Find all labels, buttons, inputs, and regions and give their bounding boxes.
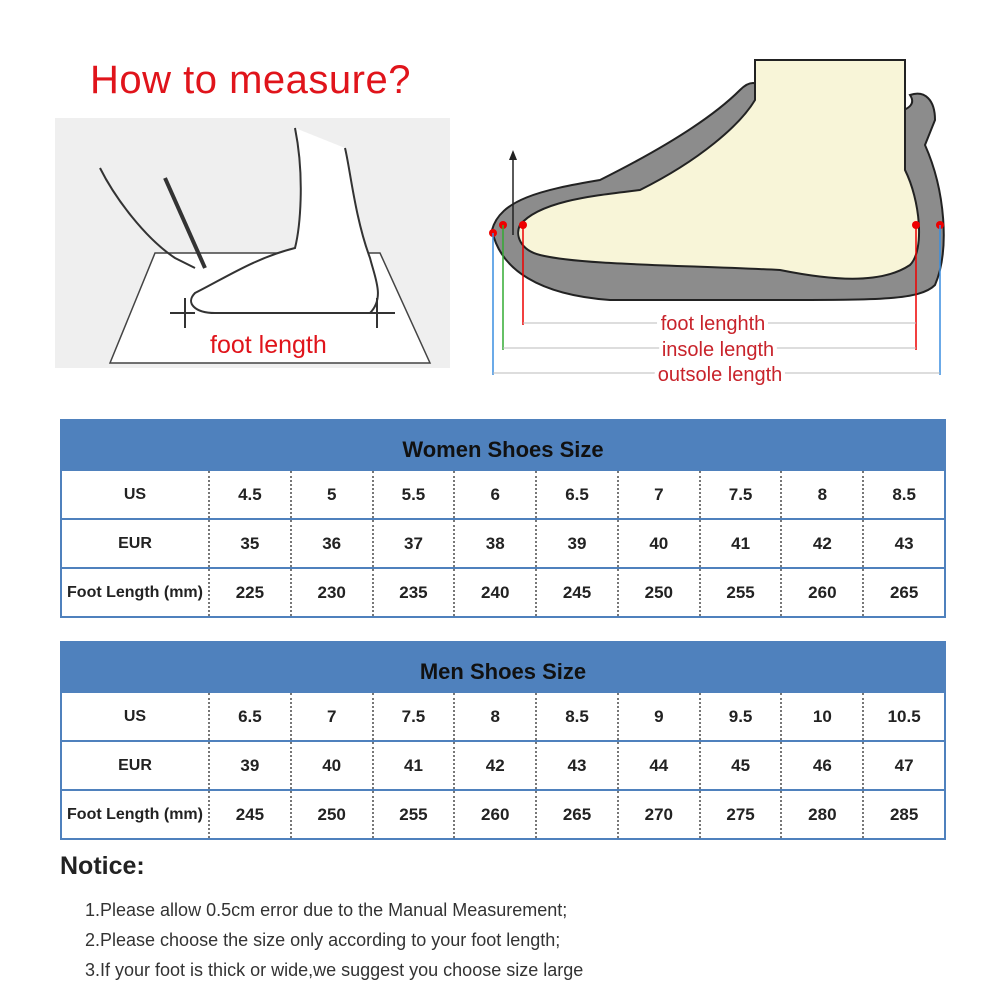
table-cell: 46 (780, 742, 862, 789)
table-cell: 8.5 (862, 471, 944, 518)
table-cell: 285 (862, 791, 944, 838)
notice-item: 3.If your foot is thick or wide,we sugge… (85, 960, 584, 980)
table-cell: 270 (616, 791, 699, 838)
table-cell: 39 (208, 742, 290, 789)
row-label: EUR (118, 534, 152, 552)
table-cell: 265 (862, 569, 944, 616)
table-row: US 6.5 7 7.5 8 8.5 9 9.5 10 10.5 (62, 691, 944, 740)
table-cell: 5 (289, 471, 372, 518)
foot-measure-illustration: foot length (55, 118, 450, 368)
notice-item: 2.Please choose the size only according … (85, 930, 561, 950)
table-cell: 43 (535, 742, 617, 789)
insole-length-label: insole length (662, 339, 774, 361)
table-cell: 7 (289, 693, 372, 740)
table-cell: 37 (371, 520, 454, 567)
row-label: US (123, 485, 147, 503)
table-cell: 45 (698, 742, 781, 789)
notice-heading: Notice: (60, 852, 145, 880)
table-cell: 6.5 (535, 471, 617, 518)
table-cell: 8 (780, 471, 862, 518)
table-cell: 7.5 (698, 471, 781, 518)
table-cell: 9.5 (698, 693, 781, 740)
table-cell: 47 (862, 742, 944, 789)
men-size-table: Men Shoes Size US 6.5 7 7.5 8 8.5 9 9.5 10 10.5 EU… (60, 641, 946, 840)
women-table-title: Women Shoes Size (62, 421, 944, 469)
table-cell: 43 (862, 520, 944, 567)
table-cell: 245 (208, 791, 290, 838)
table-cell: 245 (535, 569, 617, 616)
foot-length-label: foot lenghth (661, 313, 766, 335)
table-cell: 42 (780, 520, 862, 567)
row-label: US (123, 707, 147, 725)
table-cell: 235 (371, 569, 454, 616)
table-cell: 9 (616, 693, 699, 740)
table-row: EUR 35 36 37 38 39 40 41 42 43 (62, 518, 944, 567)
table-cell: 10.5 (862, 693, 944, 740)
table-cell: 260 (780, 569, 862, 616)
foot-length-label: foot length (210, 331, 327, 359)
table-cell: 255 (371, 791, 454, 838)
table-cell: 240 (453, 569, 535, 616)
table-row: Foot Length (mm) 225 230 235 240 245 250 255 260… (62, 567, 944, 616)
table-cell: 280 (780, 791, 862, 838)
table-cell: 35 (208, 520, 290, 567)
table-cell: 7 (616, 471, 699, 518)
table-cell: 5.5 (371, 471, 454, 518)
table-cell: 42 (453, 742, 535, 789)
table-cell: 38 (453, 520, 535, 567)
table-cell: 225 (208, 569, 290, 616)
table-cell: 260 (453, 791, 535, 838)
table-cell: 40 (289, 742, 372, 789)
table-cell: 265 (535, 791, 617, 838)
table-cell: 41 (371, 742, 454, 789)
table-cell: 36 (289, 520, 372, 567)
table-cell: 41 (698, 520, 781, 567)
table-row: US 4.5 5 5.5 6 6.5 7 7.5 8 8.5 (62, 469, 944, 518)
table-cell: 7.5 (371, 693, 454, 740)
row-label: Foot Length (mm) (67, 583, 203, 601)
table-cell: 10 (780, 693, 862, 740)
table-cell: 39 (535, 520, 617, 567)
table-cell: 40 (616, 520, 699, 567)
table-cell: 8 (453, 693, 535, 740)
table-cell: 250 (289, 791, 372, 838)
table-row: EUR 39 40 41 42 43 44 45 46 47 (62, 740, 944, 789)
table-row: Foot Length (mm) 245 250 255 260 265 270 275 280… (62, 789, 944, 838)
table-cell: 275 (698, 791, 781, 838)
table-cell: 6 (453, 471, 535, 518)
table-cell: 230 (289, 569, 372, 616)
men-table-title: Men Shoes Size (62, 643, 944, 691)
table-cell: 4.5 (208, 471, 290, 518)
women-size-table: Women Shoes Size US 4.5 5 5.5 6 6.5 7 7.5 8 8.5 EU… (60, 419, 946, 618)
table-cell: 6.5 (208, 693, 290, 740)
notice-item: 1.Please allow 0.5cm error due to the Ma… (85, 900, 568, 920)
shoe-cross-section-illustration: foot lenghth insole length outsole lengt… (489, 59, 945, 390)
row-label: EUR (118, 756, 152, 774)
table-cell: 44 (616, 742, 699, 789)
row-label: Foot Length (mm) (67, 805, 203, 823)
table-cell: 255 (698, 569, 781, 616)
outsole-length-label: outsole length (658, 364, 783, 386)
table-cell: 8.5 (535, 693, 617, 740)
table-cell: 250 (616, 569, 699, 616)
page-title: How to measure? (90, 58, 411, 102)
